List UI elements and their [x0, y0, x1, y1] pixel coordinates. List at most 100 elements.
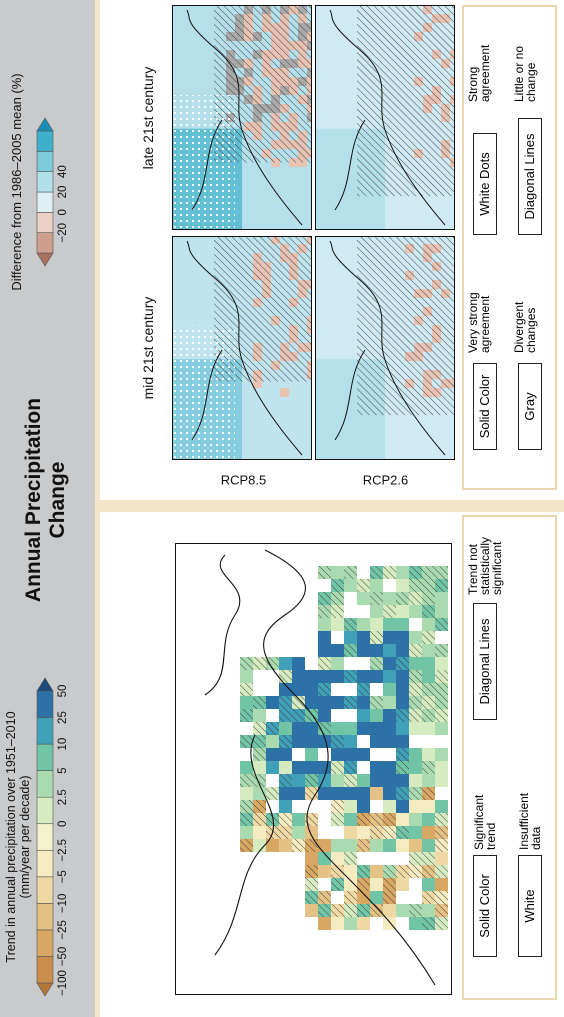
grid-cell [357, 826, 370, 839]
grid-cell [383, 618, 396, 631]
hatch-cell [422, 683, 435, 696]
grid-cell [305, 852, 318, 865]
grid-cell [435, 748, 448, 761]
hatch-cell [344, 696, 357, 709]
colorbar-tick-label: −100 [57, 970, 69, 996]
grid-cell [435, 800, 448, 813]
hatch-cell [240, 657, 253, 670]
grid-cell [253, 826, 266, 839]
hatch-cell [331, 761, 344, 774]
colorbar-tick-label: 50 [57, 685, 69, 698]
grid-cell [396, 813, 409, 826]
grid-cell [370, 644, 383, 657]
grid-cell [396, 696, 409, 709]
map-frame [172, 5, 312, 230]
grid-cell [409, 917, 422, 930]
hatch-cell [331, 904, 344, 917]
grid-cell [253, 839, 266, 852]
grid-cell [318, 735, 331, 748]
colorbar-segment [36, 770, 54, 798]
hatch-cell [305, 891, 318, 904]
grid-cell [370, 787, 383, 800]
grid-cell [435, 761, 448, 774]
hatch-area [357, 5, 455, 197]
colorbar-segment [36, 717, 54, 745]
grid-cell [370, 735, 383, 748]
hatch-cell [331, 579, 344, 592]
grid-cell [331, 696, 344, 709]
grid-cell [292, 787, 305, 800]
grid-cell [331, 917, 344, 930]
grid-cell [305, 670, 318, 683]
hatch-cell [435, 917, 448, 930]
colorbar-segment [36, 743, 54, 771]
colorbar-segment [36, 171, 54, 193]
grid-cell [240, 826, 253, 839]
observed-colorbar-unit: (mm/year per decade) [18, 775, 32, 899]
hatch-cell [409, 852, 422, 865]
grid-cell [344, 839, 357, 852]
hatch-cell [422, 696, 435, 709]
grid-cell [280, 388, 289, 397]
grid-cell [292, 657, 305, 670]
grid-cell [292, 761, 305, 774]
grid-cell [383, 709, 396, 722]
colorbar-arrow [36, 117, 54, 132]
grid-cell [331, 748, 344, 761]
grid-cell [357, 709, 370, 722]
projection-map [172, 5, 312, 230]
grid-cell [344, 813, 357, 826]
grid-cell [383, 722, 396, 735]
grid-cell [357, 670, 370, 683]
grid-cell [396, 683, 409, 696]
dot-area [172, 325, 235, 460]
grid-cell [331, 670, 344, 683]
hatch-cell [253, 722, 266, 735]
observed-colorbar: −100 −50 −25 −10 −5 −2.5 0 2.5 5 10 25 50 [36, 677, 69, 997]
grid-cell [305, 735, 318, 748]
grid-cell [383, 631, 396, 644]
map-frame [315, 5, 455, 230]
colorbar-tick-label: 25 [57, 711, 69, 724]
projected-colorbar-title: Difference from 1986–2005 mean (%) [9, 73, 24, 291]
grid-cell [253, 709, 266, 722]
hatch-cell [409, 787, 422, 800]
grid-cell [422, 722, 435, 735]
grid-cell [266, 761, 279, 774]
hatch-cell [344, 761, 357, 774]
hatch-cell [331, 735, 344, 748]
grid-cell [383, 670, 396, 683]
grid-cell [370, 878, 383, 891]
grid-cell [318, 696, 331, 709]
grid-cell [370, 774, 383, 787]
hatch-cell [383, 605, 396, 618]
grid-cell [409, 748, 422, 761]
colorbar-tick-label: −2.5 [57, 839, 69, 862]
hatch-cell [422, 917, 435, 930]
grid-cell [370, 579, 383, 592]
grid-cell [266, 748, 279, 761]
hatch-cell [318, 566, 331, 579]
grid-cell [409, 631, 422, 644]
hatch-cell [305, 839, 318, 852]
hatch-cell [318, 683, 331, 696]
grid-cell [396, 605, 409, 618]
hatch-cell [357, 683, 370, 696]
grid-cell [318, 865, 331, 878]
grid-cell [279, 839, 292, 852]
grid-cell [396, 670, 409, 683]
hatch-cell [370, 826, 383, 839]
hatch-cell [383, 813, 396, 826]
hatch-cell [240, 800, 253, 813]
hatch-cell [435, 813, 448, 826]
hatch-cell [422, 761, 435, 774]
grid-cell [396, 722, 409, 735]
hatch-cell [435, 865, 448, 878]
grid-cell [409, 761, 422, 774]
hatch-area [357, 236, 455, 416]
grid-cell [422, 774, 435, 787]
grid-cell [422, 644, 435, 657]
grid-cell [396, 631, 409, 644]
hatch-cell [370, 566, 383, 579]
grid-cell [266, 696, 279, 709]
